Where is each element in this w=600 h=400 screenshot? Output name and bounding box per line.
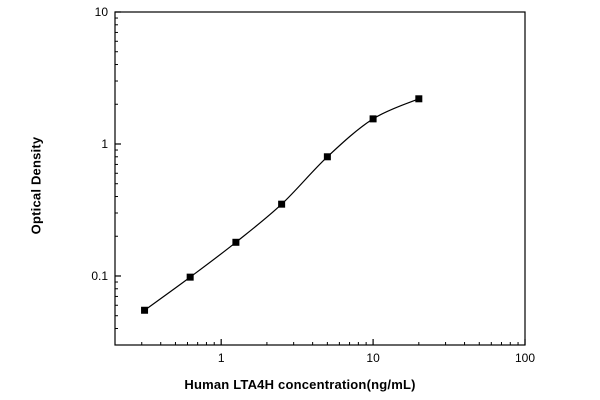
data-point-marker [369,115,377,123]
y-tick-label: 1 [101,137,108,151]
y-tick-label: 0.1 [91,269,108,283]
data-point-marker [232,238,240,246]
data-point-marker [278,200,286,208]
y-tick-label: 10 [95,5,109,19]
data-point-marker [141,306,149,314]
data-point-marker [186,273,194,281]
data-point-marker [323,153,331,161]
x-tick-label: 1 [218,351,225,365]
x-axis-title: Human LTA4H concentration(ng/mL) [184,377,416,392]
y-axis-title: Optical Density [28,136,44,235]
data-point-marker [415,95,423,103]
x-tick-label: 10 [366,351,380,365]
x-tick-label: 100 [515,351,535,365]
